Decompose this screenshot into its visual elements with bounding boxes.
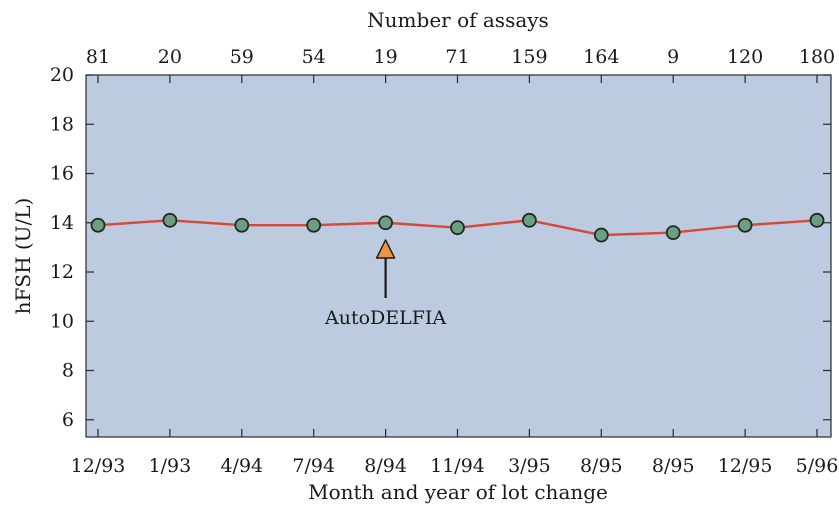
x-tick-label: 8/95 [580, 455, 623, 477]
y-tick-label: 18 [50, 113, 74, 135]
y-axis-title: hFSH (U/L) [11, 198, 35, 315]
top-tick-label: 81 [86, 46, 110, 68]
x-tick-label: 4/94 [220, 455, 263, 477]
data-point [809, 212, 825, 228]
data-point [665, 225, 681, 241]
x-tick-label: 12/93 [71, 455, 126, 477]
series [90, 212, 825, 243]
data-point [593, 227, 609, 243]
top-tick-label: 54 [302, 46, 326, 68]
data-point [90, 217, 106, 233]
x-tick-label: 5/96 [796, 455, 839, 477]
top-tick-label: 9 [667, 46, 679, 68]
x-axis-title: Month and year of lot change [308, 480, 608, 504]
top-tick-label: 159 [511, 46, 547, 68]
data-point [450, 220, 465, 236]
y-tick-label: 8 [62, 360, 74, 382]
x-axis: 12/93 1/93 4/94 7/94 8/94 11/94 3/95 8/95 8/95 12… [71, 429, 839, 477]
top-tick-label: 164 [583, 46, 619, 68]
x-tick-label: 3/95 [508, 455, 551, 477]
y-tick-label: 6 [62, 409, 74, 431]
top-tick-label: 20 [158, 46, 182, 68]
top-tick-label: 19 [374, 46, 398, 68]
y-tick-label: 16 [50, 163, 74, 185]
top-axis: 81 20 59 54 19 71 159 164 9 120 180 [86, 46, 835, 83]
top-tick-label: 120 [727, 46, 763, 68]
top-tick-label: 71 [445, 46, 469, 68]
annotation-arrow-head [375, 239, 396, 259]
x-tick-label: 8/95 [652, 455, 695, 477]
top-tick-label: 180 [799, 46, 835, 68]
y-tick-label: 12 [50, 261, 74, 283]
y-tick-label: 10 [50, 310, 74, 332]
x-tick-label: 1/93 [149, 455, 192, 477]
annotation: AutoDELFIA [324, 239, 446, 329]
x-tick-label: 7/94 [292, 455, 335, 477]
data-point [522, 212, 537, 228]
x-tick-label: 11/94 [430, 455, 485, 477]
x-tick-label: 12/95 [718, 455, 773, 477]
top-tick-label: 59 [230, 46, 254, 68]
data-point [306, 217, 322, 233]
y-tick-label: 14 [50, 212, 74, 234]
x-tick-label: 8/94 [364, 455, 407, 477]
annotation-label: AutoDELFIA [324, 307, 446, 329]
y-axis: 6 8 10 12 14 16 18 20 [50, 64, 831, 431]
data-point [378, 215, 394, 231]
data-point [737, 217, 753, 233]
data-point [234, 217, 250, 233]
y-tick-label: 20 [50, 64, 74, 86]
top-axis-title: Number of assays [367, 8, 549, 32]
data-point [162, 212, 178, 228]
plot-area [85, 74, 832, 438]
